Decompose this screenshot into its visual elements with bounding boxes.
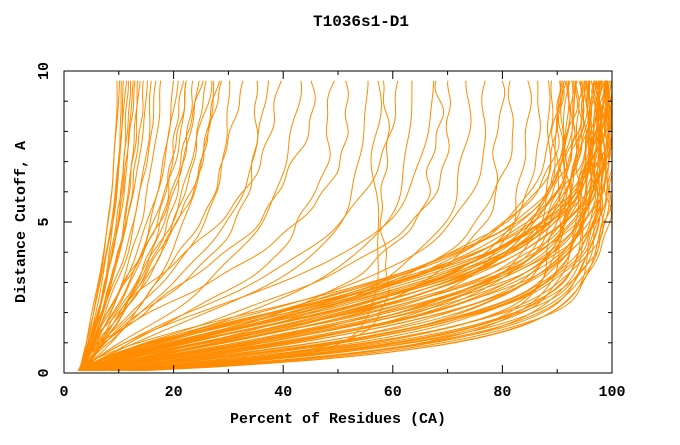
curve-line bbox=[79, 80, 187, 371]
y-axis-label: Distance Cutoff, A bbox=[13, 141, 30, 303]
curve-line bbox=[89, 80, 584, 372]
curve-line bbox=[92, 80, 612, 372]
x-tick-labels: 0 20 40 60 80 100 bbox=[59, 384, 625, 401]
curve-line bbox=[82, 80, 207, 371]
curve-line bbox=[85, 80, 335, 372]
curve-line bbox=[97, 80, 612, 372]
curve-line bbox=[84, 80, 607, 372]
curve-line bbox=[79, 80, 231, 371]
curve-line bbox=[81, 80, 148, 371]
curve-line bbox=[82, 80, 270, 371]
curve-line bbox=[82, 80, 591, 372]
chart-title: T1036s1-D1 bbox=[313, 13, 409, 31]
curve-line bbox=[86, 80, 612, 372]
y-tick-label: 5 bbox=[36, 217, 53, 226]
curve-line bbox=[80, 80, 129, 371]
y-tick-label: 10 bbox=[36, 62, 53, 80]
curve-line bbox=[84, 80, 592, 372]
curve-line bbox=[81, 80, 187, 371]
curves-group bbox=[77, 80, 612, 372]
x-tick-label: 100 bbox=[598, 384, 625, 401]
curve-line bbox=[82, 80, 607, 371]
curve-line bbox=[108, 80, 597, 372]
curve-line bbox=[96, 80, 571, 372]
curve-line bbox=[81, 80, 162, 371]
curve-line bbox=[84, 80, 587, 372]
curve-line bbox=[82, 80, 223, 371]
curve-line bbox=[86, 80, 452, 371]
curve-line bbox=[84, 80, 445, 372]
curve-line bbox=[78, 80, 244, 371]
x-tick-label: 60 bbox=[384, 384, 402, 401]
curve-line bbox=[83, 80, 435, 371]
curve-line bbox=[80, 80, 136, 371]
curve-line bbox=[80, 80, 213, 371]
curve-line bbox=[82, 80, 610, 372]
x-tick-label: 20 bbox=[165, 384, 183, 401]
x-tick-label: 40 bbox=[274, 384, 292, 401]
curve-line bbox=[78, 80, 259, 371]
curve-line bbox=[116, 80, 612, 372]
curve-line bbox=[80, 80, 157, 371]
y-tick-labels: 0 5 10 bbox=[36, 62, 53, 378]
x-tick-label: 80 bbox=[493, 384, 511, 401]
curve-line bbox=[81, 80, 204, 371]
curve-line bbox=[81, 80, 302, 371]
curve-line bbox=[93, 80, 603, 372]
x-axis-label: Percent of Residues (CA) bbox=[230, 411, 446, 428]
curve-line bbox=[79, 80, 141, 371]
curve-line bbox=[103, 80, 612, 372]
curve-line bbox=[100, 80, 612, 372]
curve-line bbox=[79, 80, 349, 371]
curve-line bbox=[87, 80, 576, 372]
curve-line bbox=[80, 80, 399, 371]
y-tick-label: 0 bbox=[36, 368, 53, 377]
curve-line bbox=[116, 80, 593, 372]
x-tick-label: 0 bbox=[59, 384, 68, 401]
axis-ticks bbox=[63, 70, 613, 374]
curve-line bbox=[91, 80, 611, 372]
curve-line bbox=[82, 80, 369, 371]
curve-line bbox=[136, 80, 612, 372]
curve-line bbox=[82, 80, 487, 371]
curve-line bbox=[80, 80, 128, 371]
curve-line bbox=[117, 80, 585, 372]
curve-line bbox=[80, 80, 121, 371]
curve-line bbox=[83, 80, 282, 371]
curve-line bbox=[112, 80, 390, 372]
curve-line bbox=[79, 80, 563, 372]
